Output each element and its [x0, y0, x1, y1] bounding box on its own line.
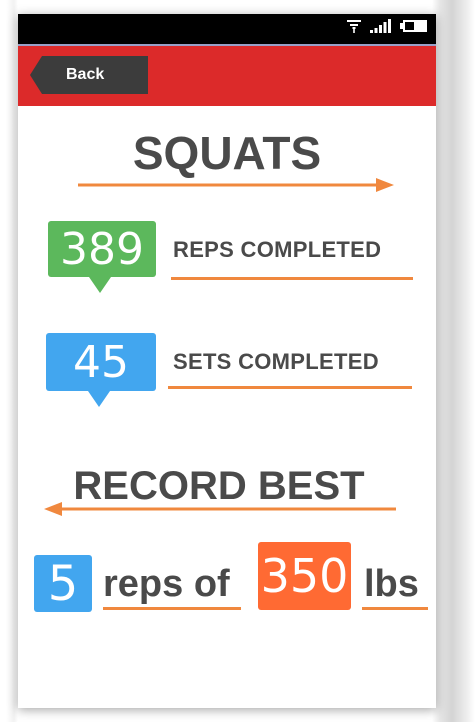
left-arrow-icon — [44, 502, 396, 516]
sets-count: 45 — [73, 336, 129, 388]
wifi-icon — [347, 20, 361, 33]
record-weight-badge: 350 — [258, 542, 351, 610]
reps-count-badge: 389 — [48, 221, 156, 277]
sets-count-badge: 45 — [46, 333, 156, 391]
reps-completed-label: REPS COMPLETED — [173, 237, 382, 262]
reps-badge-pointer — [89, 277, 111, 293]
record-weight-value: 350 — [260, 549, 349, 603]
sets-underline — [168, 386, 412, 389]
record-reps-badge: 5 — [34, 555, 92, 612]
record-reps-value: 5 — [47, 555, 79, 612]
record-best-title: RECORD BEST — [73, 464, 365, 508]
unit-underline — [362, 607, 428, 610]
signal-icon — [370, 19, 391, 33]
right-arrow-icon — [78, 178, 394, 192]
unit-text: lbs — [364, 563, 419, 605]
app-header: Back — [18, 44, 436, 106]
battery-icon — [400, 20, 427, 32]
back-button[interactable]: Back — [30, 56, 148, 94]
exercise-title: SQUATS — [132, 127, 322, 179]
status-bar — [18, 14, 436, 44]
reps-underline — [171, 277, 413, 280]
sets-badge-pointer — [88, 391, 110, 407]
back-button-label: Back — [66, 66, 105, 83]
status-icons — [346, 18, 428, 34]
reps-of-text: reps of — [103, 563, 230, 605]
sets-completed-label: SETS COMPLETED — [173, 349, 379, 374]
reps-of-underline — [103, 607, 241, 610]
phone-frame: Back SQUATS 389 REPS COMPLETED 45 SETS C… — [18, 14, 436, 708]
reps-count: 389 — [60, 223, 144, 275]
